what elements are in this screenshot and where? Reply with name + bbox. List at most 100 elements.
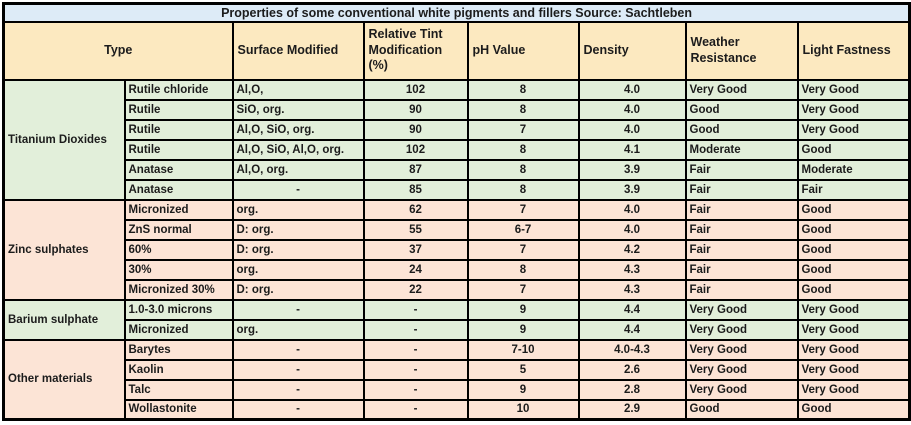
cell-ph: 7 xyxy=(466,118,580,141)
cell-tint: 22 xyxy=(362,278,469,301)
cell-surface: Al,O, SiO, Al,O, org. xyxy=(231,138,365,161)
cell-ph: 9 xyxy=(466,298,580,321)
cell-light: Moderate xyxy=(796,158,911,181)
table-row: 30% org. 24 8 4.3 Fair Good xyxy=(4,258,911,281)
cell-light: Very Good xyxy=(796,318,911,341)
cell-density: 2.6 xyxy=(577,358,687,381)
cell-type: Rutile chloride xyxy=(123,78,234,101)
col-header-light-fastness: Light Fastness xyxy=(796,20,911,81)
table-row: Micronized org. -9 4.4 Very Good Very Good xyxy=(4,318,911,341)
cell-surface: - xyxy=(231,398,365,421)
cell-ph: 6-7 xyxy=(466,218,580,241)
cell-density: 3.9 xyxy=(577,178,687,201)
cell-weather: Good xyxy=(684,118,799,141)
cell-tint: 24 xyxy=(362,258,469,281)
cell-surface: Al,O, SiO, org. xyxy=(231,118,365,141)
cell-surface: D: org. xyxy=(231,218,365,241)
cell-density: 4.0-4.3 xyxy=(577,338,687,361)
cell-ph: 8 xyxy=(466,178,580,201)
cell-weather: Fair xyxy=(684,198,799,221)
cell-tint: 90 xyxy=(362,118,469,141)
table-row: Micronized 30% D: org. 22 7 4.3 Fair Good xyxy=(4,278,911,301)
col-header-surface-modified: Surface Modified xyxy=(231,20,365,81)
cell-ph: 7 xyxy=(466,278,580,301)
table-row: Kaolin - -5 2.6 Very Good Very Good xyxy=(4,358,911,381)
cell-type: Micronized xyxy=(123,198,234,221)
group-label: Titanium Dioxides xyxy=(2,78,126,201)
table-row: ZnS normal D: org. 55 6-7 4.0 Fair Good xyxy=(4,218,911,241)
cell-weather: Fair xyxy=(684,278,799,301)
cell-surface: org. xyxy=(231,318,365,341)
cell-tint: - xyxy=(362,318,469,341)
cell-light: Very Good xyxy=(796,338,911,361)
cell-weather: Very Good xyxy=(684,298,799,321)
table-row: Other materials Barytes - -7-10 4.0-4.3 Very … xyxy=(2,338,911,421)
cell-tint: 102 xyxy=(362,78,469,101)
cell-tint: - xyxy=(362,338,469,361)
cell-surface: org. xyxy=(231,258,365,281)
cell-tint: - xyxy=(362,358,469,381)
cell-density: 4.4 xyxy=(577,298,687,321)
table-title: Properties of some conventional white pi… xyxy=(2,2,911,23)
cell-type: Talc xyxy=(123,378,234,401)
cell-surface: - xyxy=(231,298,365,321)
col-header-relative-tint: Relative Tint Modification (%) xyxy=(362,20,469,81)
cell-tint: 55 xyxy=(362,218,469,241)
group-label: Other materials xyxy=(2,338,126,421)
cell-surface: - xyxy=(231,178,365,201)
cell-type: 60% xyxy=(123,238,234,261)
cell-weather: Good xyxy=(684,398,799,421)
cell-ph: 8 xyxy=(466,138,580,161)
cell-density: 2.8 xyxy=(577,378,687,401)
col-header-density: Density xyxy=(577,20,687,81)
cell-light: Very Good xyxy=(796,378,911,401)
cell-surface: Al,O, org. xyxy=(231,158,365,181)
col-header-type: Type xyxy=(2,20,234,81)
table-row: Rutile Al,O, SiO, Al,O, org. 102 8 4.1 Modera… xyxy=(4,138,911,161)
table-row: Anatase -85 8 3.9 Fair Fair xyxy=(4,178,911,201)
cell-surface: org. xyxy=(231,198,365,221)
cell-tint: 87 xyxy=(362,158,469,181)
cell-weather: Very Good xyxy=(684,338,799,361)
cell-type: Micronized 30% xyxy=(123,278,234,301)
cell-density: 4.0 xyxy=(577,118,687,141)
table-row: Rutile Al,O, SiO, org. 90 7 4.0 Good Very Good xyxy=(4,118,911,141)
table-row: Zinc sulphates Micronized org. 62 7 4.0 Fair Go… xyxy=(2,198,911,301)
cell-density: 4.2 xyxy=(577,238,687,261)
cell-ph: 8 xyxy=(466,158,580,181)
cell-density: 4.1 xyxy=(577,138,687,161)
table-row: Barium sulphate 1.0-3.0 microns - -9 4.4 Very… xyxy=(2,298,911,341)
col-header-ph-value: pH Value xyxy=(466,20,580,81)
cell-type: 30% xyxy=(123,258,234,281)
cell-tint: 90 xyxy=(362,98,469,121)
cell-ph: 7-10 xyxy=(466,338,580,361)
cell-light: Very Good xyxy=(796,98,911,121)
cell-density: 4.0 xyxy=(577,218,687,241)
cell-type: Rutile xyxy=(123,138,234,161)
cell-weather: Fair xyxy=(684,178,799,201)
cell-light: Good xyxy=(796,138,911,161)
cell-type: Anatase xyxy=(123,178,234,201)
cell-density: 4.0 xyxy=(577,198,687,221)
cell-light: Good xyxy=(796,198,911,221)
cell-surface: Al,O, xyxy=(231,78,365,101)
cell-type: Wollastonite xyxy=(123,398,234,421)
cell-weather: Very Good xyxy=(684,318,799,341)
cell-ph: 7 xyxy=(466,198,580,221)
table-row: 60% D: org. 37 7 4.2 Fair Good xyxy=(4,238,911,261)
cell-tint: 102 xyxy=(362,138,469,161)
cell-light: Good xyxy=(796,258,911,281)
cell-surface: - xyxy=(231,378,365,401)
table-row: Rutile SiO, org. 90 8 4.0 Good Very Good xyxy=(4,98,911,121)
table-row: Anatase Al,O, org. 87 8 3.9 Fair Moderate xyxy=(4,158,911,181)
cell-light: Good xyxy=(796,278,911,301)
cell-surface: SiO, org. xyxy=(231,98,365,121)
cell-light: Fair xyxy=(796,178,911,201)
cell-ph: 8 xyxy=(466,258,580,281)
cell-weather: Moderate xyxy=(684,138,799,161)
cell-ph: 10 xyxy=(466,398,580,421)
cell-surface: - xyxy=(231,338,365,361)
col-header-weather-resistance: Weather Resistance xyxy=(684,20,799,81)
cell-weather: Fair xyxy=(684,238,799,261)
